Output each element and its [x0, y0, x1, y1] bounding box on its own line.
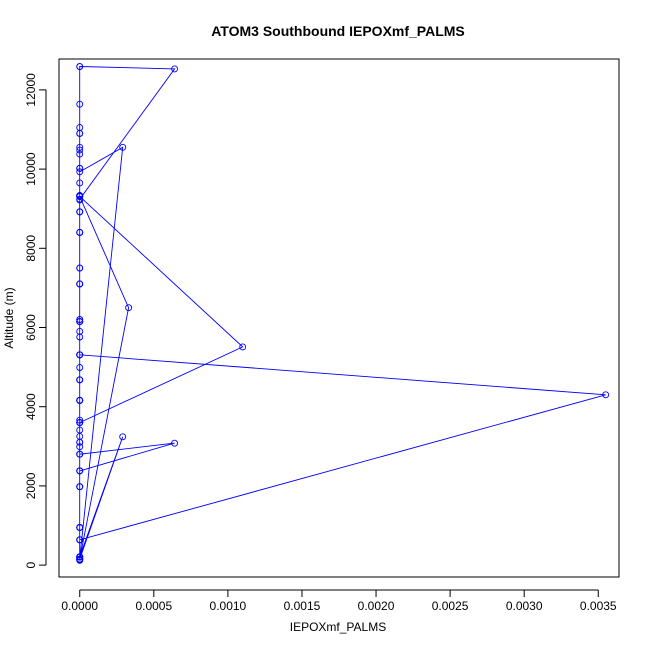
data-point	[76, 364, 84, 371]
data-point	[171, 65, 179, 73]
data-point	[76, 396, 84, 404]
y-tick-label: 12000	[24, 73, 38, 107]
x-tick-label: 0.0005	[135, 599, 172, 613]
data-point	[76, 192, 84, 200]
data-point	[76, 376, 84, 384]
data-point	[76, 426, 84, 434]
data-point	[76, 536, 84, 544]
data-point	[76, 524, 84, 531]
data-point	[76, 264, 84, 272]
plot-frame	[58, 58, 620, 578]
x-tick-label: 0.0025	[432, 599, 469, 613]
data-point	[76, 280, 84, 288]
data-point	[76, 556, 84, 564]
data-point	[76, 467, 84, 475]
y-tick-label: 2000	[24, 472, 38, 499]
x-tick-label: 0.0000	[61, 599, 98, 613]
data-point	[76, 438, 84, 446]
x-axis: 0.0000 0.0005 0.0010 0.0015 0.0020 0.0025 0.00…	[61, 589, 617, 613]
data-point	[76, 100, 84, 108]
data-point	[76, 351, 84, 359]
data-point	[76, 483, 84, 491]
y-tick-label: 10000	[24, 152, 38, 186]
series-layer	[76, 63, 610, 564]
data-point	[76, 229, 84, 236]
data-point	[76, 143, 84, 151]
x-tick-label: 0.0010	[210, 599, 247, 613]
data-point	[76, 168, 84, 176]
y-axis: 0 2000 4000 6000 8000 10000 12000	[24, 73, 47, 568]
data-point	[76, 164, 84, 172]
data-point	[119, 143, 127, 151]
data-point	[602, 391, 610, 399]
y-tick-label: 4000	[24, 393, 38, 420]
data-point	[119, 433, 127, 441]
data-point	[76, 150, 84, 158]
x-tick-label: 0.0030	[506, 599, 543, 613]
data-point	[76, 208, 84, 216]
data-point	[76, 443, 84, 451]
series-line	[79, 66, 606, 561]
data-point	[76, 419, 84, 427]
chart-title: ATOM3 Southbound IEPOXmf_PALMS	[211, 23, 465, 39]
data-point	[76, 553, 84, 561]
x-axis-label: IEPOXmf_PALMS	[290, 620, 386, 634]
data-point	[76, 450, 84, 458]
data-point	[76, 416, 84, 424]
data-point	[76, 130, 84, 137]
data-point	[76, 179, 84, 187]
data-point	[125, 304, 133, 312]
data-point	[76, 328, 84, 335]
y-tick-label: 6000	[24, 314, 38, 341]
data-point	[171, 439, 179, 447]
data-point	[76, 316, 84, 324]
y-tick-label: 8000	[24, 235, 38, 262]
data-point	[76, 318, 84, 326]
x-tick-label: 0.0035	[580, 599, 617, 613]
x-tick-label: 0.0020	[358, 599, 395, 613]
data-point	[76, 146, 84, 154]
data-point	[239, 343, 247, 351]
y-tick-label: 0	[24, 561, 38, 568]
y-axis-label: Altitude (m)	[2, 287, 16, 348]
x-tick-label: 0.0015	[284, 599, 321, 613]
data-point	[76, 195, 84, 203]
data-point	[76, 333, 84, 341]
data-point	[76, 63, 84, 70]
